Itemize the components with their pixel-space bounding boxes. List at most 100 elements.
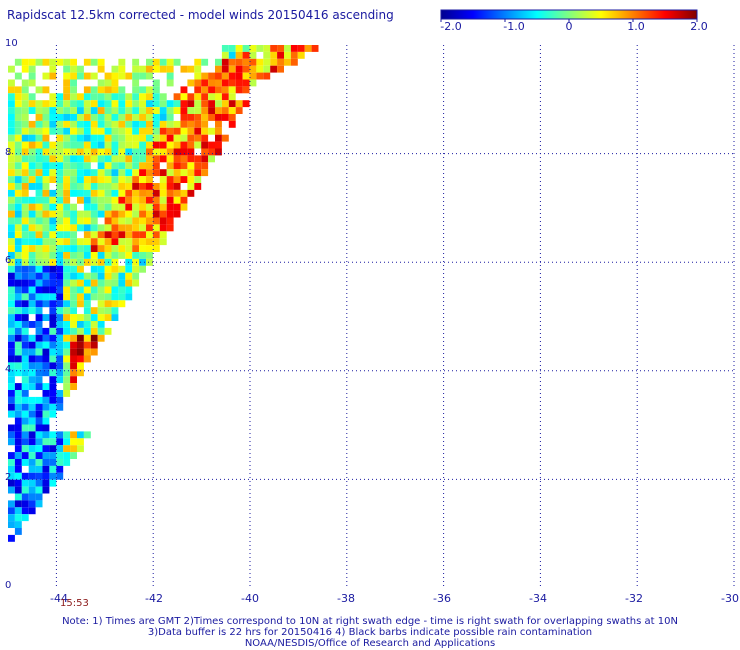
wind-cell — [56, 286, 64, 294]
wind-cell — [104, 245, 112, 252]
wind-cell — [97, 265, 105, 273]
wind-cell — [180, 176, 188, 183]
wind-cell — [132, 196, 140, 204]
wind-cell — [14, 514, 22, 522]
wind-cell — [28, 445, 36, 453]
wind-cell — [104, 238, 112, 246]
wind-cell — [35, 486, 43, 494]
wind-cell — [77, 286, 84, 294]
wind-cell — [63, 383, 71, 390]
wind-cell — [56, 252, 64, 259]
wind-cell — [63, 155, 71, 163]
wind-cell — [125, 107, 133, 114]
wind-cell — [77, 65, 84, 73]
wind-cell — [21, 390, 29, 397]
wind-cell — [166, 79, 174, 87]
wind-cell — [21, 376, 29, 384]
wind-cell — [8, 438, 15, 446]
wind-cell — [111, 114, 119, 121]
wind-cell — [77, 100, 84, 108]
wind-cell — [14, 114, 22, 121]
wind-cell — [139, 65, 146, 73]
wind-cell — [104, 265, 112, 273]
wind-cell — [111, 189, 119, 197]
wind-cell — [90, 183, 98, 190]
wind-cell — [132, 210, 140, 218]
wind-cell — [8, 293, 15, 301]
wind-cell — [28, 155, 36, 163]
wind-cell — [21, 203, 29, 211]
wind-cell — [104, 107, 112, 114]
wind-cell — [132, 114, 140, 121]
wind-cell — [8, 100, 15, 108]
wind-cell — [21, 258, 29, 266]
wind-cell — [21, 286, 29, 294]
wind-cell — [208, 148, 215, 156]
wind-cell — [132, 183, 140, 190]
wind-cell — [14, 465, 22, 473]
wind-cell — [21, 348, 29, 356]
wind-cell — [28, 348, 36, 356]
wind-cell — [111, 65, 119, 73]
wind-cell — [56, 93, 64, 101]
wind-cell — [201, 169, 209, 177]
wind-cell — [56, 189, 64, 197]
wind-cell — [42, 279, 50, 287]
wind-cell — [146, 162, 153, 170]
wind-cell — [42, 314, 50, 321]
wind-cell — [187, 189, 195, 197]
wind-cell — [118, 300, 126, 308]
wind-cell — [235, 51, 243, 59]
wind-cell — [35, 120, 43, 128]
wind-cell — [152, 93, 160, 101]
wind-cell — [42, 176, 50, 183]
wind-cell — [49, 245, 57, 252]
wind-cell — [49, 120, 57, 128]
wind-cell — [90, 265, 98, 273]
wind-cell — [56, 445, 64, 453]
wind-cell — [77, 279, 84, 287]
wind-cell — [83, 258, 91, 266]
wind-cell — [104, 279, 112, 287]
wind-cell — [194, 107, 202, 114]
wind-cell — [63, 279, 71, 287]
wind-cell — [63, 327, 71, 335]
wind-cell — [56, 100, 64, 108]
wind-cell — [104, 210, 112, 218]
wind-cell — [118, 231, 126, 239]
wind-cell — [146, 100, 153, 108]
wind-cell — [118, 176, 126, 183]
wind-cell — [63, 58, 71, 66]
wind-cell — [139, 93, 146, 101]
wind-cell — [8, 196, 15, 204]
wind-cell — [28, 424, 36, 432]
wind-cell — [194, 162, 202, 170]
wind-cell — [77, 238, 84, 246]
wind-cell — [21, 459, 29, 466]
wind-cell — [208, 72, 215, 80]
wind-cell — [104, 217, 112, 225]
wind-cell — [8, 376, 15, 384]
wind-cell — [118, 107, 126, 114]
wind-cell — [42, 114, 50, 121]
wind-cell — [35, 465, 43, 473]
lat-label: 4 — [5, 364, 12, 375]
wind-cell — [70, 148, 77, 156]
wind-cell — [8, 217, 15, 225]
wind-cell — [166, 155, 174, 163]
wind-cell — [146, 203, 153, 211]
wind-cell — [152, 155, 160, 163]
wind-cell — [221, 86, 229, 94]
wind-cell — [56, 148, 64, 156]
wind-cell — [56, 231, 64, 239]
wind-cell — [104, 72, 112, 80]
wind-cell — [49, 286, 57, 294]
wind-cell — [173, 134, 181, 142]
wind-cell — [49, 72, 57, 80]
wind-cell — [35, 348, 43, 356]
wind-cell — [35, 286, 43, 294]
lon-label: -42 — [145, 592, 163, 605]
wind-cell — [97, 314, 105, 321]
wind-cell — [70, 65, 77, 73]
wind-cell — [8, 148, 15, 156]
